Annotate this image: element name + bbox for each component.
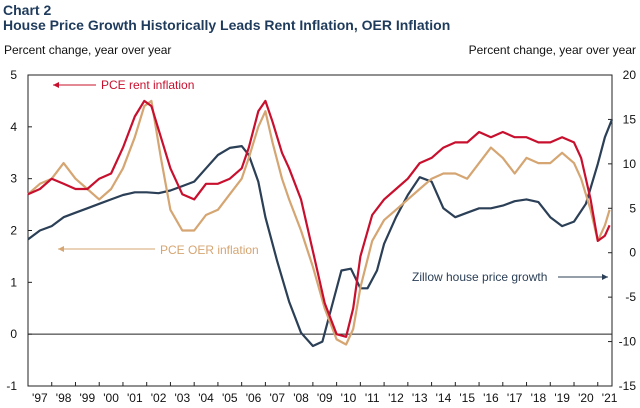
zillow-annotation: Zillow house price growth [412, 270, 547, 284]
x-axis-tick-label: '10 [341, 391, 357, 405]
x-axis-tick-label: '19 [554, 391, 570, 405]
left-axis-tick-label: 4 [10, 120, 17, 134]
x-axis-tick-label: '09 [317, 391, 333, 405]
x-axis-tick-label: '04 [198, 391, 214, 405]
rent-annotation: PCE rent inflation [101, 78, 194, 92]
right-axis-tick-label: -5 [625, 290, 636, 304]
x-axis-tick-label: '97 [32, 391, 48, 405]
chart-title: House Price Growth Historically Leads Re… [3, 17, 451, 33]
oer-annotation-arrow-head [58, 246, 64, 252]
pce-rent-inflation-line [27, 99, 611, 338]
x-axis-tick-label: '16 [483, 391, 499, 405]
x-axis-tick-label: '20 [578, 391, 594, 405]
x-axis-tick-label: '14 [436, 391, 452, 405]
plot-frame [27, 74, 613, 387]
right-axis-tick-label: 10 [623, 157, 637, 171]
left-axis-tick-label: 3 [10, 172, 17, 186]
left-axis-tick-label: 1 [10, 275, 17, 289]
x-axis-tick-label: '00 [103, 391, 119, 405]
x-axis-tick-label: '02 [151, 391, 167, 405]
zillow-house-price-growth-line [27, 118, 614, 348]
x-axis-tick-label: '98 [56, 391, 72, 405]
x-axis-tick-label: '06 [246, 391, 262, 405]
right-axis-tick-label: 15 [623, 112, 637, 126]
right-axis-tick-label: 5 [629, 201, 636, 215]
left-axis-tick-label: -1 [6, 379, 17, 393]
x-axis-tick-label: '11 [365, 391, 380, 405]
pce-oer-inflation-line [27, 99, 611, 346]
left-axis-tick-label: 5 [10, 68, 17, 82]
x-axis-tick-label: '05 [222, 391, 238, 405]
right-axis-tick-label: 0 [629, 246, 636, 260]
x-axis-tick-label: '01 [127, 391, 143, 405]
right-axis-tick-label: -10 [619, 335, 637, 349]
rent-annotation-arrow-head [53, 82, 59, 88]
right-axis-tick-label: 20 [623, 68, 637, 82]
x-axis-tick-label: '07 [269, 391, 285, 405]
x-axis-tick-label: '12 [388, 391, 404, 405]
x-axis-tick-label: '13 [412, 391, 428, 405]
zillow-annotation-arrow-head [602, 274, 608, 280]
x-axis-tick-label: '18 [531, 391, 547, 405]
x-axis-tick-label: '17 [507, 391, 523, 405]
x-axis-tick-label: '21 [602, 391, 618, 405]
x-axis-tick-label: '15 [459, 391, 475, 405]
x-axis-tick-label: '08 [293, 391, 309, 405]
right-axis-unit: Percent change, year over year [468, 43, 636, 57]
right-axis-tick-label: -15 [619, 379, 637, 393]
x-axis-tick-label: '99 [80, 391, 96, 405]
x-axis-tick-label: '03 [174, 391, 190, 405]
chart-label: Chart 2 [3, 2, 52, 18]
oer-annotation: PCE OER inflation [160, 243, 259, 257]
left-axis-unit: Percent change, year over year [4, 43, 172, 57]
left-axis-tick-label: 2 [10, 224, 17, 238]
left-axis-tick-label: 0 [10, 327, 17, 341]
